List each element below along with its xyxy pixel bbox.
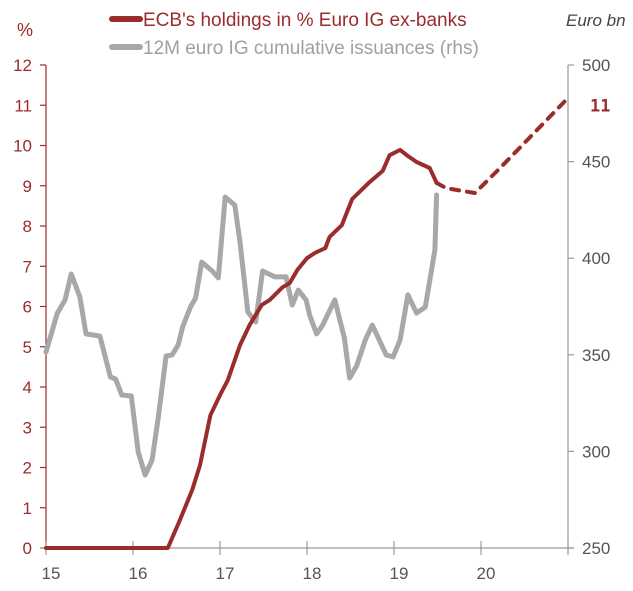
left-axis-tick-label: 5	[23, 338, 32, 357]
annotations: 11	[590, 96, 610, 116]
left-axis-tick-label: 3	[23, 418, 32, 437]
series-line-ecb-holdings-forecast	[434, 96, 570, 195]
left-axis-tick-label: 9	[23, 177, 32, 196]
left-axis-tick-label: 4	[23, 378, 32, 397]
series-line-issuances	[43, 192, 440, 478]
series-lines	[43, 96, 570, 550]
left-axis-tick-label: 2	[23, 459, 32, 478]
right-axis-tick-label: 400	[582, 249, 610, 268]
left-axis-tick-label: 10	[13, 137, 32, 156]
x-axis-tick-label: 18	[303, 564, 322, 583]
x-axis-tick-label: 17	[216, 564, 235, 583]
x-axis-tick-label: 20	[477, 564, 496, 583]
right-axis-tick-label: 250	[582, 539, 610, 558]
annotation-label: 11	[590, 96, 610, 116]
series-line-ecb-holdings	[44, 147, 439, 550]
right-axis-tick-label: 350	[582, 346, 610, 365]
x-axis-tick-label: 16	[129, 564, 148, 583]
right-axis-unit-label: Euro bn	[566, 11, 626, 30]
left-axis-tick-label: 1	[23, 499, 32, 518]
right-axis-tick-label: 500	[582, 56, 610, 75]
x-axis-tick-label: 19	[390, 564, 409, 583]
left-axis-unit-label: %	[17, 20, 33, 40]
left-axis-tick-label: 7	[23, 257, 32, 276]
legend: ECB's holdings in % Euro IG ex-banks 12M…	[109, 10, 479, 59]
left-axis-tick-label: 12	[13, 56, 32, 75]
legend-label-issuances: 12M euro IG cumulative issuances (rhs)	[143, 38, 479, 59]
right-axis-tick-label: 450	[582, 153, 610, 172]
right-axis-tick-label: 300	[582, 442, 610, 461]
legend-label-ecb-holdings: ECB's holdings in % Euro IG ex-banks	[143, 10, 467, 31]
left-axis-tick-label: 11	[14, 96, 32, 115]
left-axis-tick-label: 0	[23, 539, 32, 558]
x-axis-tick-label: 15	[42, 564, 61, 583]
left-axis-tick-label: 8	[23, 217, 32, 236]
left-axis-tick-label: 6	[23, 298, 32, 317]
